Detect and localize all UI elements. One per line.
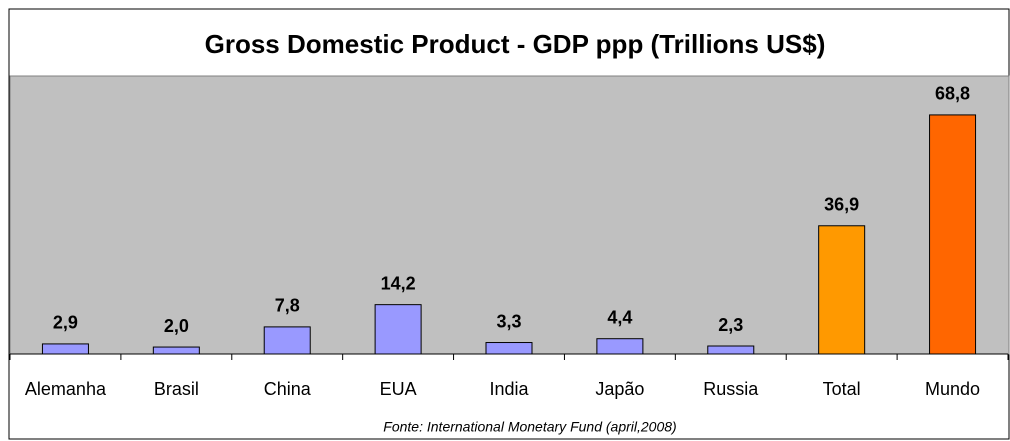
bar: [818, 225, 866, 355]
bar: [374, 304, 422, 355]
source-note: Fonte: International Monetary Fund (apri…: [383, 419, 676, 435]
x-tick-label: Mundo: [925, 379, 980, 399]
chart-title: Gross Domestic Product - GDP ppp (Trilli…: [205, 29, 826, 59]
x-tick-label: Japão: [595, 379, 644, 399]
x-tick-label: Total: [823, 379, 861, 399]
x-tick-label: India: [489, 379, 529, 399]
value-label: 2,0: [164, 316, 189, 336]
x-tick-label: China: [264, 379, 312, 399]
value-label: 2,9: [53, 313, 78, 333]
bar: [485, 342, 533, 355]
value-label: 7,8: [275, 296, 300, 316]
x-tick-label: EUA: [380, 379, 417, 399]
value-label: 14,2: [381, 273, 416, 293]
value-label: 2,3: [718, 315, 743, 335]
value-label: 68,8: [935, 84, 970, 104]
x-tick-label: Russia: [703, 379, 759, 399]
x-tick-label: Brasil: [154, 379, 199, 399]
bar: [929, 114, 977, 355]
value-label: 3,3: [496, 311, 521, 331]
bar: [707, 345, 755, 355]
value-label: 4,4: [607, 307, 632, 327]
x-tick-label: Alemanha: [25, 379, 107, 399]
value-label: 36,9: [824, 195, 859, 215]
bar: [41, 343, 89, 355]
bar: [596, 338, 644, 355]
bar: [263, 326, 311, 355]
bar: [152, 346, 200, 355]
